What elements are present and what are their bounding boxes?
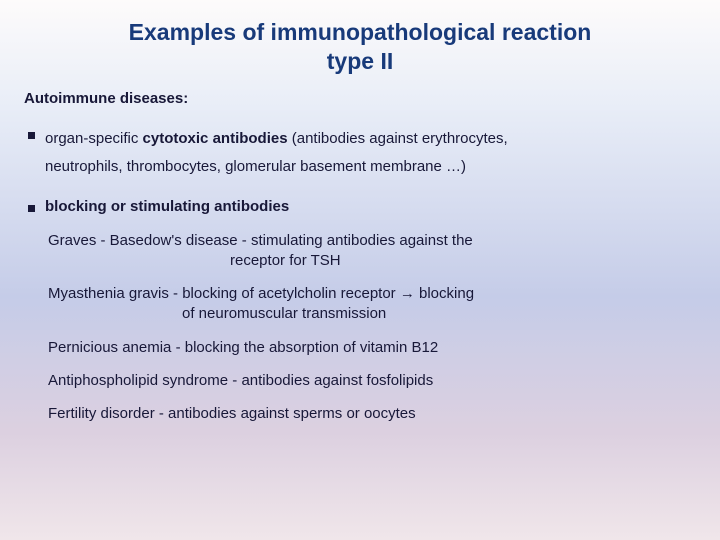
ex2-line-b: of neuromuscular transmission <box>48 304 692 324</box>
subtitle: Autoimmune diseases: <box>24 90 692 107</box>
bullet-1-bold: cytotoxic antibodies <box>143 130 288 147</box>
ex5-line: Fertility disorder - antibodies against … <box>48 404 692 424</box>
bullet-1-text: organ-specific cytotoxic antibodies (ant… <box>45 125 508 182</box>
ex1-line-a: Graves - Basedow's disease - stimulating… <box>48 231 692 251</box>
bullet-1-line2: neutrophils, thrombocytes, glomerular ba… <box>45 158 466 175</box>
example-graves: Graves - Basedow's disease - stimulating… <box>48 231 692 272</box>
square-bullet-icon <box>28 132 35 139</box>
bullet-item-2: blocking or stimulating antibodies <box>28 198 692 215</box>
bullet-2-title: blocking or stimulating antibodies <box>45 198 289 215</box>
ex3-line: Pernicious anemia - blocking the absorpt… <box>48 338 692 358</box>
bullet-1-prefix: organ-specific <box>45 130 143 147</box>
title-line-1: Examples of immunopathological reaction <box>129 19 592 45</box>
example-myasthenia: Myasthenia gravis - blocking of acetylch… <box>48 284 692 325</box>
example-fertility: Fertility disorder - antibodies against … <box>48 404 692 424</box>
examples-list: Graves - Basedow's disease - stimulating… <box>48 231 692 425</box>
example-antiphospholipid: Antiphospholipid syndrome - antibodies a… <box>48 371 692 391</box>
ex4-line: Antiphospholipid syndrome - antibodies a… <box>48 371 692 391</box>
square-bullet-icon <box>28 205 35 212</box>
ex2-line-a: Myasthenia gravis - blocking of acetylch… <box>48 284 692 304</box>
ex1-line-b: receptor for TSH <box>48 251 692 271</box>
bullet-item-1: organ-specific cytotoxic antibodies (ant… <box>28 125 692 182</box>
bullet-1-rest: (antibodies against erythrocytes, <box>288 130 508 147</box>
title-line-2: type II <box>327 48 393 74</box>
example-pernicious: Pernicious anemia - blocking the absorpt… <box>48 338 692 358</box>
slide-title: Examples of immunopathological reaction … <box>28 18 692 76</box>
